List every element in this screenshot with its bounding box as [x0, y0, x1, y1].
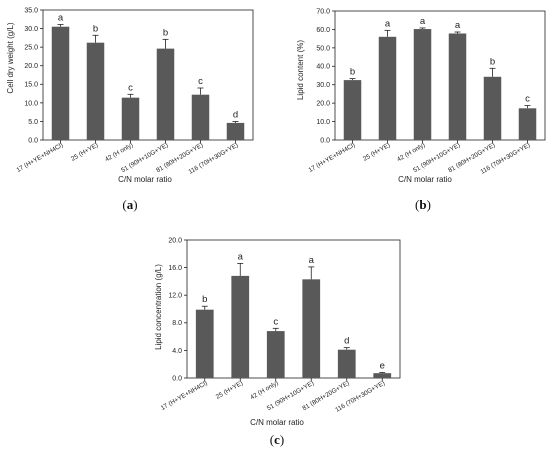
panel-c-label: (c): [270, 432, 284, 447]
panel-b-bar: [483, 76, 502, 140]
panel-b-significance-letter: a: [420, 16, 426, 27]
panel-b-ylabel: Lipid content (%): [296, 40, 305, 100]
panel-c-bar: [337, 349, 356, 378]
panel-a-bar: [121, 97, 140, 140]
panel-b-bar: [448, 33, 467, 140]
panel-a-ytick-label: 25.0: [24, 45, 38, 52]
panel-a-bar: [51, 26, 70, 140]
panel-a-ytick-label: 5.0: [28, 119, 38, 126]
panel-b-category-label: 25 (H+YE): [362, 142, 391, 163]
panel-b-category-label: 42 (H only): [396, 142, 427, 164]
panel-b-bar: [518, 108, 537, 140]
panel-a-category-label: 25 (H+YE): [70, 142, 99, 163]
panel-a-xlabel: C/N molar ratio: [118, 175, 172, 184]
panel-c-bar: [231, 275, 250, 378]
panel-b-ytick-label: 70.0: [316, 8, 330, 15]
panel-b-category-label: 17 (H+YE+NH4Cl): [307, 142, 356, 174]
panel-b-ytick-label: 20.0: [316, 101, 330, 108]
panel-c-significance-letter: b: [202, 294, 207, 305]
panel-b-ytick-label: 10.0: [316, 119, 330, 126]
panel-b-bar: [413, 29, 432, 141]
panel-c-ytick-label: 0.0: [172, 375, 182, 382]
panel-a-bar: [226, 122, 245, 140]
panel-a-significance-letter: b: [163, 27, 168, 38]
panel-a-bar: [86, 42, 105, 140]
panel-c-significance-letter: a: [238, 251, 244, 262]
panel-b-significance-letter: a: [455, 20, 461, 31]
panel-a-plot: 0.0 5.0 10.0 15.0 20.0 25.0 30.0 35.0 a 17 (H+YE+…: [15, 7, 254, 176]
panel-c-letter: c: [274, 432, 280, 447]
panel-c-ytick-label: 12.0: [168, 293, 182, 300]
panel-b-bar: [378, 36, 397, 140]
panel-b-ytick-label: 0.0: [320, 137, 330, 144]
panel-b-bar: [343, 80, 362, 140]
panel-c-bar: [266, 331, 285, 378]
panel-b-ytick-label: 60.0: [316, 27, 330, 34]
panel-a-significance-letter: d: [233, 109, 238, 120]
panel-a-ytick-label: 0.0: [28, 137, 38, 144]
panel-c-ylabel: Lipid concentration (g/L): [154, 264, 163, 350]
panel-c-ytick-label: 8.0: [172, 320, 182, 327]
panel-b-ytick-label: 50.0: [316, 45, 330, 52]
panel-c-ytick-label: 20.0: [168, 237, 182, 244]
panel-a-significance-letter: a: [58, 12, 64, 23]
panel-a-ytick-label: 30.0: [24, 26, 38, 33]
panel-a: 0.0 5.0 10.0 15.0 20.0 25.0 30.0 35.0 a 17 (H+YE+…: [6, 7, 254, 212]
panel-b-plot: 0.0 10.0 20.0 30.0 40.0 50.0 60.0 70.0 b 17 (H+YE…: [307, 8, 546, 176]
panel-b-letter: b: [419, 197, 426, 212]
panel-c-category-label: 25 (H+YE): [215, 380, 244, 401]
panel-b-significance-letter: a: [385, 18, 391, 29]
panel-a-ytick-label: 15.0: [24, 82, 38, 89]
panel-a-ylabel: Cell dry weight (g/L): [6, 22, 15, 93]
panel-c-plot-frame: [186, 239, 401, 379]
panel-b: 0.0 10.0 20.0 30.0 40.0 50.0 60.0 70.0 b 17 (H+YE…: [296, 8, 546, 212]
panel-a-ytick-label: 10.0: [24, 100, 38, 107]
panel-a-significance-letter: c: [198, 76, 203, 87]
panel-c-ytick-label: 4.0: [172, 348, 182, 355]
panel-a-bar: [156, 48, 175, 140]
panel-c: 0.0 4.0 8.0 12.0 16.0 20.0 b 17 (H+YE+NH4Cl) a 25…: [154, 237, 401, 447]
panel-a-significance-letter: b: [93, 23, 98, 34]
panel-b-significance-letter: c: [525, 94, 530, 105]
panel-c-category-label: 42 (H only): [249, 380, 280, 402]
panel-a-ytick-label: 35.0: [24, 7, 38, 14]
panel-c-plot: 0.0 4.0 8.0 12.0 16.0 20.0 b 17 (H+YE+NH4Cl) a 25…: [160, 237, 401, 414]
panel-a-significance-letter: c: [128, 82, 133, 93]
panel-a-ytick-label: 20.0: [24, 63, 38, 70]
panel-c-ytick-label: 16.0: [168, 265, 182, 272]
panel-b-significance-letter: b: [490, 56, 495, 67]
panel-a-label: (a): [122, 197, 137, 212]
panel-b-plot-frame: [334, 10, 546, 141]
panel-b-xlabel: C/N molar ratio: [398, 175, 452, 184]
panel-a-category-label: 17 (H+YE+NH4Cl): [15, 142, 64, 174]
panel-c-significance-letter: c: [273, 316, 278, 327]
panel-c-bar: [195, 309, 214, 378]
panel-a-plot-frame: [42, 9, 254, 141]
panel-b-ytick-label: 30.0: [316, 82, 330, 89]
panel-a-bar: [191, 94, 210, 140]
panel-b-label: (b): [415, 197, 431, 212]
panel-b-ytick-label: 40.0: [316, 64, 330, 71]
panel-c-category-label: 17 (H+YE+NH4Cl): [160, 380, 209, 412]
panel-a-category-label: 42 (H only): [104, 142, 135, 164]
panel-a-letter: a: [127, 197, 134, 212]
panel-c-xlabel: C/N molar ratio: [250, 418, 304, 427]
panel-c-significance-letter: d: [344, 336, 349, 347]
panel-b-significance-letter: b: [350, 67, 355, 78]
panel-c-bar: [373, 373, 392, 378]
panel-c-bar: [302, 279, 321, 378]
panel-c-significance-letter: e: [380, 360, 385, 371]
panel-c-significance-letter: a: [309, 255, 315, 266]
